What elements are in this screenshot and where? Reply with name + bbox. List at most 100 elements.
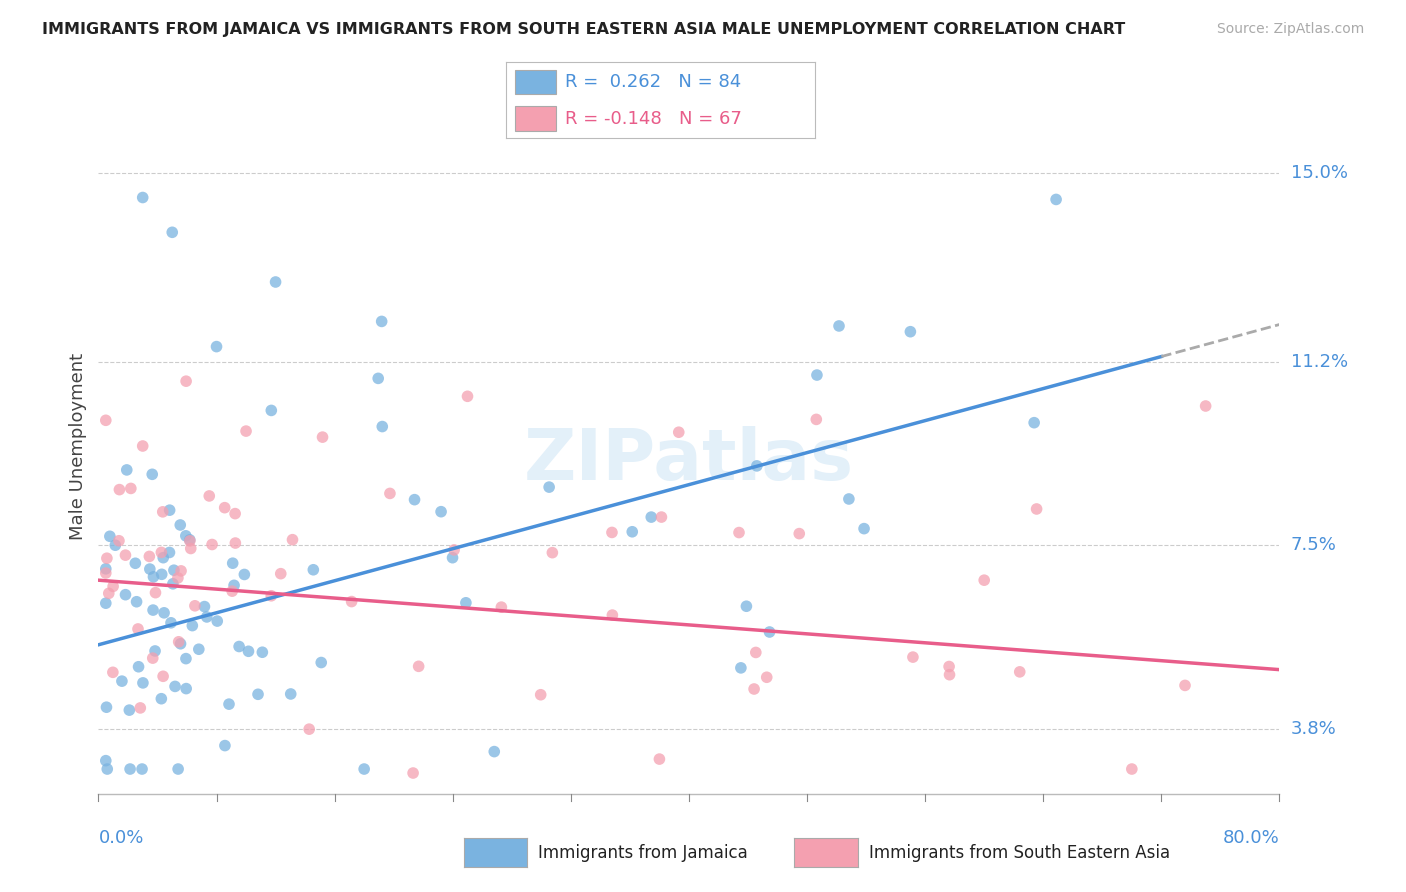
Point: [233, 567, 256, 582]
Point: [222, 556, 245, 570]
Text: R =  0.262   N = 84: R = 0.262 N = 84: [565, 73, 741, 91]
Point: [247, 687, 270, 701]
Point: [222, 578, 245, 592]
Point: [430, 505, 453, 519]
Point: [280, 687, 302, 701]
Point: [114, 548, 136, 562]
Point: [484, 745, 506, 759]
Point: [1121, 762, 1143, 776]
Point: [128, 659, 150, 673]
Point: [131, 762, 153, 776]
Point: [179, 533, 201, 548]
Point: [228, 640, 250, 654]
Point: [224, 507, 246, 521]
Point: [1008, 665, 1031, 679]
Point: [541, 546, 564, 560]
Text: ZIPatlas: ZIPatlas: [524, 426, 853, 495]
Point: [101, 665, 124, 680]
Point: [132, 676, 155, 690]
Point: [142, 651, 165, 665]
Text: R = -0.148   N = 67: R = -0.148 N = 67: [565, 110, 742, 128]
Point: [1025, 502, 1047, 516]
Point: [207, 614, 229, 628]
Point: [193, 599, 215, 614]
Point: [264, 275, 287, 289]
Point: [198, 489, 221, 503]
Text: Immigrants from South Eastern Asia: Immigrants from South Eastern Asia: [869, 844, 1170, 862]
Point: [404, 492, 426, 507]
Point: [150, 567, 173, 582]
Point: [402, 766, 425, 780]
Point: [174, 651, 197, 665]
Point: [755, 670, 778, 684]
Point: [169, 637, 191, 651]
Point: [132, 190, 155, 204]
Point: [152, 505, 174, 519]
Point: [853, 522, 876, 536]
Text: Immigrants from Jamaica: Immigrants from Jamaica: [538, 844, 748, 862]
Point: [367, 371, 389, 385]
Point: [159, 545, 181, 559]
Point: [252, 645, 274, 659]
Point: [150, 691, 173, 706]
Point: [602, 608, 624, 623]
Point: [973, 573, 995, 587]
Point: [94, 562, 117, 576]
Point: [138, 549, 160, 564]
Bar: [516, 70, 555, 95]
Point: [174, 681, 197, 696]
Point: [163, 563, 186, 577]
Point: [454, 596, 477, 610]
Point: [302, 563, 325, 577]
Point: [165, 680, 187, 694]
Text: 0.0%: 0.0%: [98, 829, 143, 847]
Point: [1174, 678, 1197, 692]
Bar: [516, 106, 555, 130]
Point: [111, 674, 134, 689]
Point: [101, 579, 124, 593]
Point: [224, 536, 246, 550]
Point: [668, 425, 690, 440]
Point: [938, 667, 960, 681]
Point: [162, 576, 184, 591]
Point: [745, 645, 768, 659]
Point: [205, 340, 228, 354]
Point: [152, 669, 174, 683]
Point: [735, 599, 758, 614]
Point: [1045, 193, 1067, 207]
Point: [260, 403, 283, 417]
Point: [260, 589, 283, 603]
Point: [127, 622, 149, 636]
Point: [174, 529, 197, 543]
Point: [145, 585, 167, 599]
Point: [181, 618, 204, 632]
Text: 7.5%: 7.5%: [1291, 536, 1337, 555]
Point: [340, 594, 363, 608]
Point: [441, 550, 464, 565]
Point: [214, 739, 236, 753]
Point: [648, 752, 671, 766]
Point: [125, 595, 148, 609]
Point: [281, 533, 304, 547]
Text: 80.0%: 80.0%: [1223, 829, 1279, 847]
Text: 11.2%: 11.2%: [1291, 352, 1348, 370]
Point: [96, 551, 118, 566]
Point: [184, 599, 207, 613]
Point: [104, 538, 127, 552]
Point: [787, 526, 810, 541]
Point: [167, 571, 190, 585]
Point: [806, 368, 828, 382]
Point: [115, 463, 138, 477]
Point: [900, 325, 922, 339]
Point: [152, 550, 174, 565]
Point: [806, 412, 828, 426]
Point: [94, 754, 117, 768]
Text: Source: ZipAtlas.com: Source: ZipAtlas.com: [1216, 22, 1364, 37]
Point: [96, 700, 118, 714]
Point: [142, 603, 165, 617]
Point: [235, 424, 257, 438]
Point: [94, 413, 117, 427]
Point: [195, 610, 218, 624]
Point: [143, 644, 166, 658]
Point: [378, 486, 401, 500]
